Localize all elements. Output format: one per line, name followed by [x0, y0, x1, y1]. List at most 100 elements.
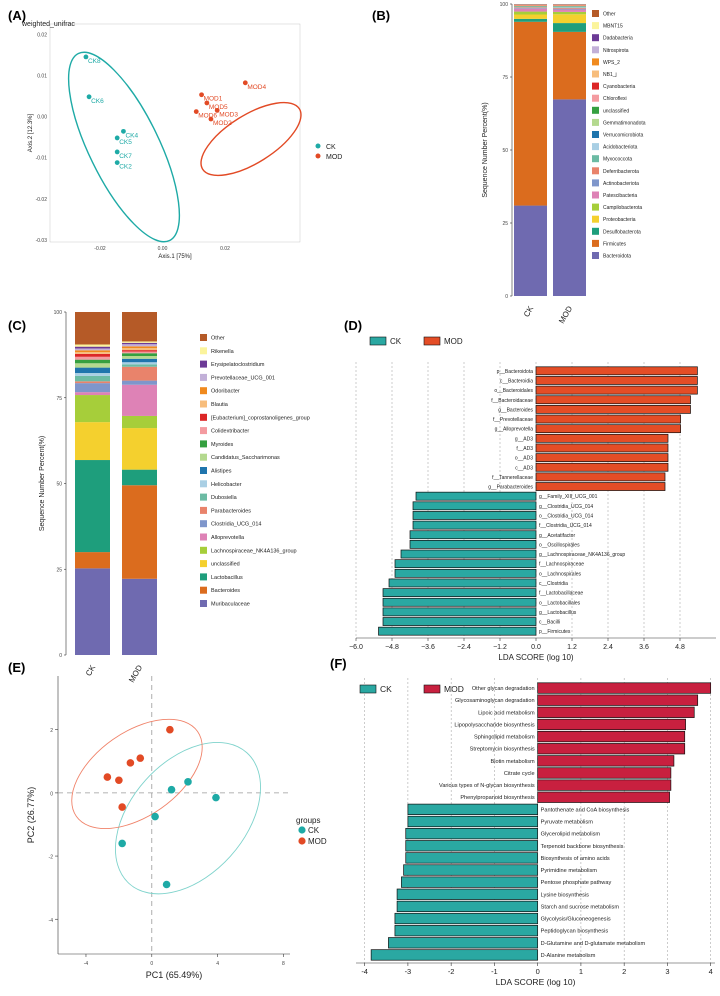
legend-swatch: [592, 143, 599, 151]
lda-bar: [382, 588, 537, 597]
sample-point: [242, 80, 248, 86]
legend-swatch: [592, 131, 599, 138]
y-tick-label: 0: [50, 791, 53, 797]
legend-label: Lactobacillus: [211, 575, 243, 581]
legend-label: Odoribacter: [211, 389, 240, 395]
legend-swatch: [200, 493, 207, 501]
sample-point: [118, 839, 126, 848]
y-tick-label: 75: [502, 75, 508, 81]
sample-point: [118, 803, 126, 811]
legend-swatch: [592, 22, 599, 30]
bar-label: f__Clostridia_UCG_014: [539, 523, 592, 529]
legend-swatch: [200, 506, 207, 514]
bar-label: Lipopolysaccharide biosynthesis: [454, 722, 534, 728]
legend-label: Other: [211, 336, 225, 342]
legend-label: unclassified: [211, 562, 240, 568]
lda-bar: [370, 949, 539, 961]
x-axis-label: PC1 (65.49%): [146, 970, 203, 980]
bar-label: p__Firmicutes: [539, 629, 571, 635]
sample-label: MOD2: [213, 120, 232, 127]
lda-bar: [535, 414, 681, 424]
legend-label: Muribaculaceae: [211, 602, 250, 608]
x-tick-label: 1.2: [567, 644, 577, 651]
sample-point: [199, 92, 204, 98]
panel-c-genus-stack: 0 25 50 75 100 Sequence Number Percent(%) CK MO…: [39, 310, 310, 684]
lda-bar: [415, 491, 537, 501]
sample-label: CK2: [119, 164, 132, 171]
bar-label: Lysine biosynthesis: [541, 892, 590, 898]
legend-label: Blautia: [211, 402, 229, 408]
sample-point: [136, 754, 145, 762]
stack-segment: [75, 312, 110, 345]
legend-label: Candidatus_Saccharimonas: [211, 455, 280, 461]
lda-bar: [412, 520, 537, 530]
y-tick-label: -0.02: [36, 197, 48, 203]
mod-confidence-ellipse: [200, 101, 302, 177]
lda-bar: [537, 767, 672, 779]
legend-label: Other: [603, 12, 616, 18]
legend-swatch: [200, 334, 207, 341]
lda-bar: [537, 730, 686, 743]
legend-label: Cyanobacteria: [603, 84, 635, 90]
legend-label: Firmicutes: [603, 241, 627, 247]
sample-point: [167, 785, 176, 794]
y-tick-label: 0.02: [37, 32, 47, 38]
sample-label: MOD1: [204, 96, 223, 103]
stack-segment: [75, 422, 110, 461]
stack-segment: [75, 359, 110, 364]
bar-label: o__AD3: [515, 456, 533, 462]
lda-bar: [388, 578, 537, 588]
x-tick-label: -2: [448, 967, 455, 976]
legend-label: Acidobacteriota: [603, 145, 638, 151]
legend-swatch: [200, 400, 207, 408]
y-tick-label: 25: [56, 567, 62, 573]
legend-swatch: [592, 155, 599, 163]
legend-ck-marker: [298, 826, 306, 834]
sample-point: [114, 135, 120, 141]
legend-swatch: [592, 191, 599, 199]
legend-label: MBNT15: [603, 24, 623, 30]
stack-segment: [553, 23, 586, 32]
sample-point: [121, 128, 126, 134]
panel-label-b: (B): [372, 8, 390, 23]
bar-label: g__Parabacteroides: [488, 485, 533, 491]
x-tick-label: 0: [536, 967, 540, 976]
sample-label: MOD3: [219, 111, 238, 118]
lda-bar: [537, 755, 675, 767]
bar-label: Terpenoid backbone biosynthesis: [541, 844, 624, 850]
lda-bar: [535, 482, 666, 491]
legend-mod-label: MOD: [308, 837, 327, 846]
stack-segment: [75, 568, 110, 655]
legend-ck-label: CK: [308, 826, 320, 835]
legend-swatch: [200, 467, 207, 474]
legend-swatch: [200, 560, 207, 568]
legend-label: Helicobacter: [211, 482, 242, 488]
bar-label: Other glycan degradation: [472, 686, 535, 692]
sample-point: [166, 725, 174, 734]
bar-label: Pyrimidine metabolism: [541, 868, 598, 874]
lda-bar: [394, 568, 537, 578]
lda-bar: [535, 385, 698, 395]
stack-segment: [122, 384, 157, 416]
sample-label: CK8: [88, 58, 101, 65]
lda-bar: [405, 852, 539, 864]
legend-ck-label: CK: [390, 337, 402, 346]
x-axis-label: LDA SCORE (log 10): [498, 653, 573, 662]
lda-bar: [378, 626, 537, 636]
y-tick-label: 75: [56, 396, 62, 402]
legend-label: Verrucomicrobiota: [603, 133, 644, 139]
bar-label: f__Tannerellaceae: [492, 475, 533, 481]
x-tick-label: -4: [84, 961, 89, 967]
legend-swatch: [592, 252, 599, 259]
stack-segment: [553, 11, 586, 15]
legend-label: Desulfobacterota: [603, 229, 641, 235]
lda-bar: [382, 597, 537, 607]
sample-point: [86, 94, 92, 100]
bar-label: f__Lachnospiraceae: [539, 562, 584, 568]
category-label: CK: [84, 663, 98, 678]
lda-bar: [535, 366, 698, 376]
bar-label: Lipoic acid metabolism: [478, 710, 535, 716]
legend-label: Deferribacterota: [603, 169, 639, 175]
y-tick-label: -2: [49, 855, 54, 861]
x-tick-label: -4: [361, 967, 368, 976]
